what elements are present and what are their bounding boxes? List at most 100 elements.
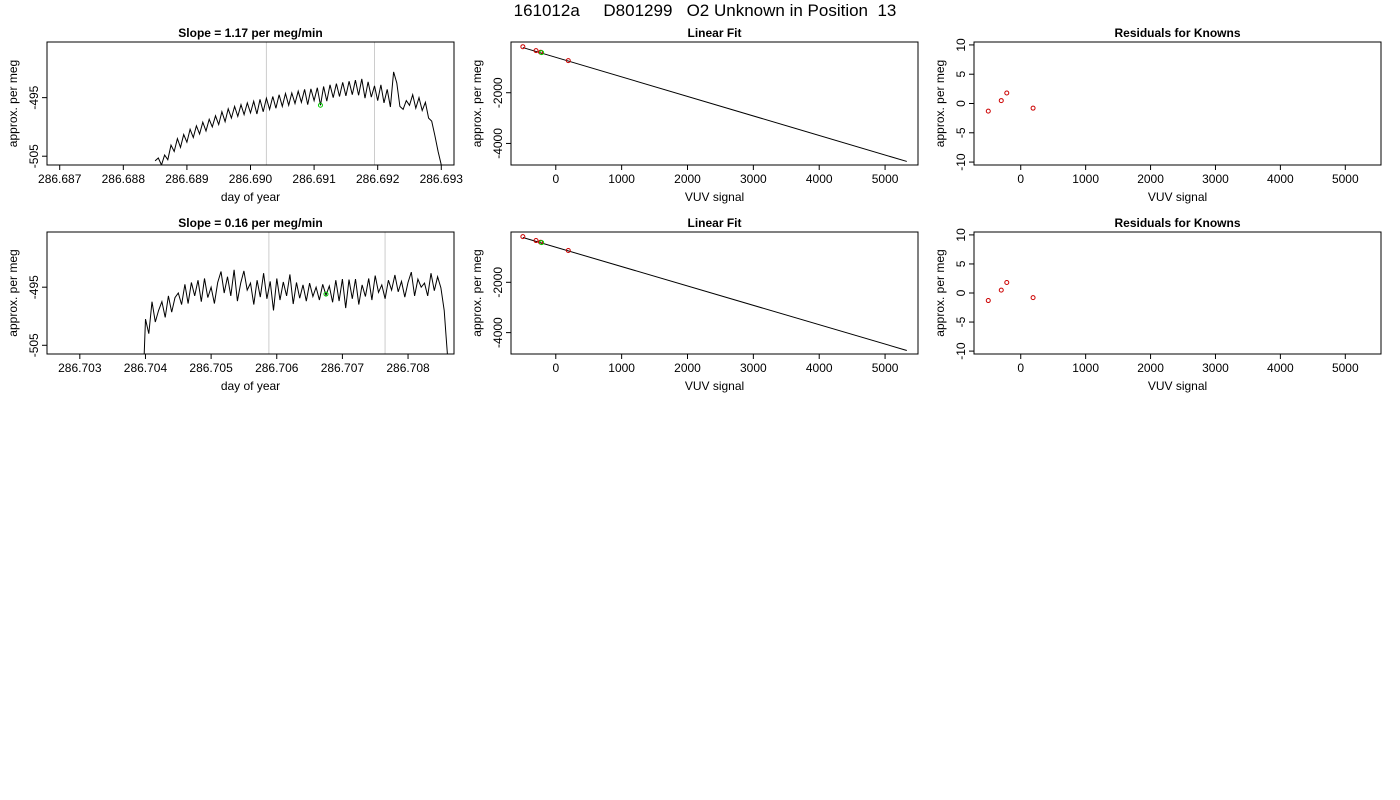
x-tick-label: 1000	[608, 361, 635, 375]
x-axis-label: VUV signal	[685, 190, 744, 204]
series-line	[143, 269, 448, 354]
panel-frame	[46, 231, 455, 355]
x-tick-label: 286.691	[292, 172, 336, 186]
y-tick-label: -10	[954, 342, 968, 360]
x-tick-label: 5000	[1332, 361, 1359, 375]
y-tick-label: -505	[27, 144, 41, 168]
y-axis-label: approx. per meg	[6, 60, 20, 147]
y-axis-label: approx. per meg	[470, 60, 484, 147]
x-tick-label: 4000	[806, 172, 833, 186]
x-axis-label: day of year	[221, 190, 280, 204]
x-axis-label: VUV signal	[1148, 379, 1207, 393]
panel-title: Linear Fit	[687, 26, 741, 40]
data-point	[985, 298, 991, 304]
x-tick-label: 3000	[740, 361, 767, 375]
y-tick-label: -495	[27, 85, 41, 109]
fit-line	[522, 237, 907, 351]
y-tick-label: -505	[27, 333, 41, 357]
y-tick-label: 5	[954, 260, 968, 267]
y-axis-label: approx. per meg	[470, 249, 484, 336]
y-tick-label: -5	[954, 127, 968, 138]
y-tick-label: 5	[954, 71, 968, 78]
x-tick-label: 286.704	[124, 361, 168, 375]
x-tick-label: 286.703	[58, 361, 102, 375]
page-title: 161012a D801299 O2 Unknown in Position 1…	[513, 1, 897, 20]
panel-frame	[973, 41, 1382, 166]
y-tick-label: -495	[27, 275, 41, 299]
marker-point	[539, 240, 545, 246]
panel-title: Slope = 0.16 per meg/min	[178, 216, 322, 230]
panel-title: Residuals for Knowns	[1114, 26, 1240, 40]
data-point	[565, 58, 571, 64]
x-tick-label: 286.706	[255, 361, 299, 375]
x-axis-label: VUV signal	[685, 379, 744, 393]
panel-frame	[510, 231, 919, 355]
x-axis-label: VUV signal	[1148, 190, 1207, 204]
data-point	[998, 98, 1004, 104]
x-tick-label: 2000	[1137, 172, 1164, 186]
panel-title: Linear Fit	[687, 216, 741, 230]
series-line	[154, 71, 442, 165]
y-tick-label: 10	[954, 228, 968, 242]
fit-line	[522, 47, 907, 162]
marker-point	[539, 50, 545, 56]
x-tick-label: 2000	[674, 172, 701, 186]
x-tick-label: 286.707	[321, 361, 365, 375]
x-tick-label: 2000	[674, 361, 701, 375]
x-tick-label: 4000	[806, 361, 833, 375]
x-tick-label: 4000	[1267, 361, 1294, 375]
panel-title: Residuals for Knowns	[1114, 216, 1240, 230]
x-tick-label: 286.705	[189, 361, 233, 375]
marker-point	[317, 102, 323, 108]
data-point	[1004, 90, 1010, 96]
x-tick-label: 3000	[740, 172, 767, 186]
x-axis-label: day of year	[221, 379, 280, 393]
y-tick-label: -4000	[491, 128, 505, 159]
panel-frame	[46, 41, 455, 166]
x-tick-label: 286.690	[229, 172, 273, 186]
y-tick-label: -4000	[491, 317, 505, 348]
x-tick-label: 2000	[1137, 361, 1164, 375]
y-axis-label: approx. per meg	[933, 60, 947, 147]
y-tick-label: -5	[954, 316, 968, 327]
data-point	[533, 48, 539, 54]
x-tick-label: 286.687	[38, 172, 82, 186]
y-tick-label: 0	[954, 100, 968, 107]
data-point	[1030, 295, 1036, 301]
x-tick-label: 286.689	[165, 172, 209, 186]
data-point	[998, 287, 1004, 293]
y-tick-label: -2000	[491, 77, 505, 108]
x-tick-label: 0	[1017, 361, 1024, 375]
panel-frame	[973, 231, 1382, 355]
y-tick-label: 10	[954, 38, 968, 52]
panel-title: Slope = 1.17 per meg/min	[178, 26, 322, 40]
data-point	[520, 44, 526, 50]
x-tick-label: 1000	[1072, 361, 1099, 375]
data-point	[1030, 105, 1036, 111]
x-tick-label: 4000	[1267, 172, 1294, 186]
marker-point	[323, 291, 329, 297]
panel-frame	[510, 41, 919, 166]
x-tick-label: 5000	[1332, 172, 1359, 186]
y-tick-label: 0	[954, 289, 968, 296]
x-tick-label: 286.692	[356, 172, 400, 186]
data-point	[1004, 280, 1010, 286]
x-tick-label: 286.693	[420, 172, 464, 186]
x-tick-label: 5000	[872, 172, 899, 186]
x-tick-label: 1000	[608, 172, 635, 186]
y-axis-label: approx. per meg	[933, 249, 947, 336]
data-point	[520, 234, 526, 240]
data-point	[985, 108, 991, 114]
y-axis-label: approx. per meg	[6, 249, 20, 336]
x-tick-label: 1000	[1072, 172, 1099, 186]
x-tick-label: 0	[552, 361, 559, 375]
data-point	[533, 238, 539, 244]
y-tick-label: -2000	[491, 267, 505, 298]
y-tick-label: -10	[954, 153, 968, 171]
x-tick-label: 3000	[1202, 361, 1229, 375]
data-point	[565, 247, 571, 253]
x-tick-label: 3000	[1202, 172, 1229, 186]
x-tick-label: 5000	[872, 361, 899, 375]
